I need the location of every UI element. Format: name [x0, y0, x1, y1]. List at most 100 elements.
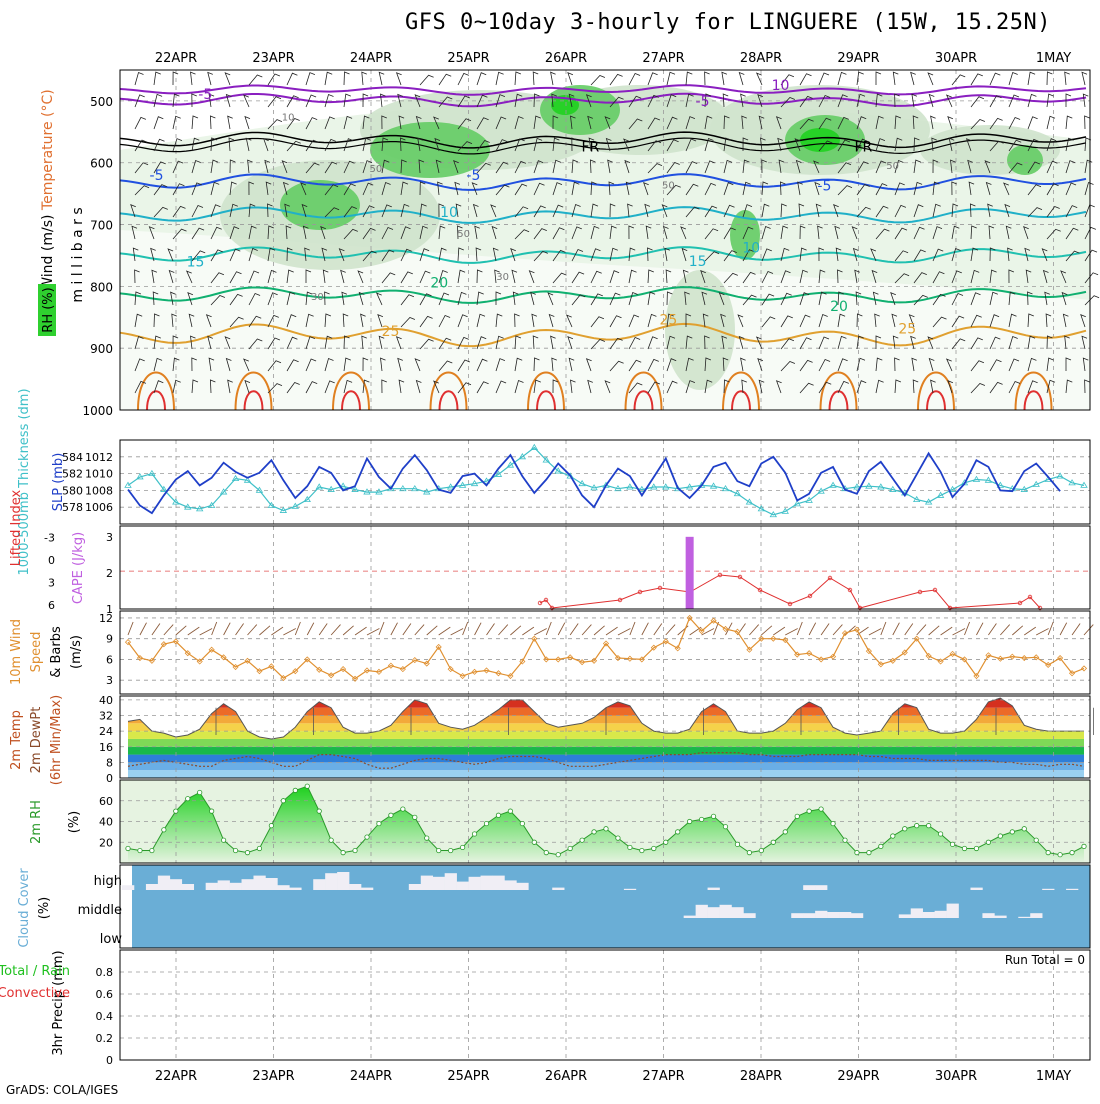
wind-barb [305, 72, 316, 86]
wind-speed-marker [519, 658, 526, 665]
wind-barb [856, 71, 864, 86]
wind-barb [495, 71, 504, 86]
wind-barb [894, 93, 900, 108]
thickness-marker [721, 484, 730, 492]
wind-barb [320, 226, 326, 240]
wind-barb [304, 247, 310, 262]
wind-barb [205, 314, 212, 328]
surface-wind-barb [378, 621, 385, 636]
wind-barb [875, 93, 883, 108]
isotherm--10 [119, 84, 1087, 96]
wind-barb [305, 162, 320, 174]
rh-tick-label: 40 [99, 816, 113, 829]
wind-barb [227, 379, 233, 394]
wind-barb [704, 93, 712, 108]
rh-marker [890, 833, 896, 839]
wind-barb [229, 316, 244, 328]
cross-section-frame [119, 69, 1091, 411]
wind-barb [362, 115, 370, 130]
rh-marker [567, 845, 573, 852]
rh-marker [221, 837, 227, 843]
surface-wind-barb [773, 626, 786, 636]
wind-barb [548, 313, 555, 328]
wind-barb [267, 337, 281, 350]
wind-speed-marker [806, 650, 813, 657]
wind-barb [324, 184, 339, 196]
wind-barb [894, 250, 909, 262]
wind-barb [872, 291, 879, 306]
wind-barb [647, 336, 658, 350]
wind-barb [375, 292, 383, 306]
wind-barb [457, 141, 473, 152]
wind-barb [856, 93, 866, 108]
wind-barb [1046, 228, 1061, 240]
thickness-marker [458, 481, 467, 488]
surface-wind-barb [1023, 626, 1037, 636]
wind-barb [248, 292, 261, 306]
rh-marker [209, 808, 215, 814]
isotherm-label: 15 [187, 255, 205, 271]
surface-wind-barb [976, 622, 984, 636]
rh-marker [985, 839, 992, 845]
thickness-marker [889, 485, 897, 492]
wind-barb [813, 160, 820, 174]
cloud-level-label: middle [78, 903, 122, 918]
isotherm-label: 25 [382, 324, 400, 340]
wind-barb [928, 357, 935, 372]
wind-barb [605, 137, 612, 152]
wind-barb [742, 271, 756, 284]
wind-barb [1008, 71, 1018, 86]
wind-barb [286, 291, 296, 306]
wind-barb [552, 379, 559, 394]
wind-barb [495, 380, 507, 394]
rh-blob-40 [665, 270, 735, 390]
wind-barb [191, 379, 199, 394]
wind-barb [590, 225, 600, 240]
rh-marker [316, 808, 322, 814]
wind-barb [685, 183, 699, 196]
surface-wind-barb [629, 621, 636, 636]
wind-speed-marker [794, 651, 801, 658]
wind-barb [153, 380, 164, 394]
rh-marker [591, 829, 597, 835]
wind-barb [378, 71, 385, 86]
wind-barb [191, 227, 205, 240]
li-tick-label: 6 [48, 599, 55, 612]
rh-marker [352, 847, 358, 854]
wind-barb [305, 381, 318, 394]
wind-speed-marker [292, 668, 299, 675]
thickness-marker [303, 495, 311, 503]
wind-barb [324, 291, 330, 306]
slp-line [127, 451, 1061, 515]
thickness-marker [996, 481, 1005, 488]
wind-barb [362, 182, 374, 196]
wind-barb [780, 225, 789, 240]
cloud-bar [815, 885, 828, 890]
wind-barb [685, 380, 696, 394]
cloud-bar [946, 903, 959, 918]
cloud-bar [898, 914, 912, 918]
thickness-marker [638, 485, 646, 492]
wind-barb [476, 94, 488, 108]
wind-barb [780, 74, 795, 86]
wind-barb [229, 203, 238, 218]
wind-speed-marker [220, 654, 227, 661]
wind-barb [324, 313, 332, 328]
rh-marker [997, 833, 1003, 839]
wind-barb [856, 206, 871, 218]
wind-barb [495, 358, 506, 372]
wind-barb [837, 269, 843, 284]
rh-marker [579, 837, 585, 843]
rh-marker [543, 850, 549, 856]
wind-barb [702, 313, 709, 328]
surface-wind-barb [892, 622, 900, 636]
wind-barb [437, 181, 443, 196]
thickness-marker [291, 502, 300, 509]
temp-tick-label: 40 [99, 694, 113, 707]
isotherm-30-loop [527, 371, 565, 411]
wind-barb [775, 380, 782, 394]
rh-area [128, 786, 1084, 863]
wind-speed-marker [746, 646, 753, 653]
wind-speed-marker [304, 656, 311, 663]
surface-wind-barb [294, 621, 301, 636]
